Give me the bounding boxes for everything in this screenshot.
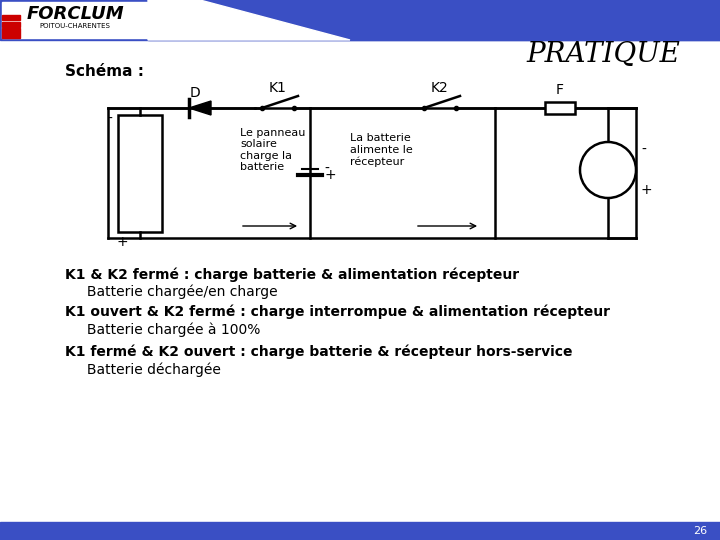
Text: K2: K2 xyxy=(431,81,449,95)
Bar xyxy=(2,2,147,38)
Polygon shape xyxy=(148,0,350,40)
Text: 26: 26 xyxy=(693,526,707,536)
Text: Batterie déchargée: Batterie déchargée xyxy=(65,363,221,377)
Text: K1 & K2 fermé : charge batterie & alimentation récepteur: K1 & K2 fermé : charge batterie & alimen… xyxy=(65,268,519,282)
Text: +: + xyxy=(641,183,652,197)
Bar xyxy=(545,102,575,114)
Circle shape xyxy=(580,142,636,198)
Bar xyxy=(0,0,720,40)
Text: -: - xyxy=(324,162,329,176)
Text: Batterie chargée/en charge: Batterie chargée/en charge xyxy=(65,285,278,299)
Bar xyxy=(2,22,20,27)
Text: PRATIQUE: PRATIQUE xyxy=(526,42,680,69)
Text: K1: K1 xyxy=(269,81,287,95)
Text: F: F xyxy=(556,83,564,97)
Bar xyxy=(0,522,720,540)
Text: FORCLUM: FORCLUM xyxy=(26,5,124,23)
Bar xyxy=(2,15,20,20)
Bar xyxy=(2,28,20,38)
Text: K1 ouvert & K2 fermé : charge interrompue & alimentation récepteur: K1 ouvert & K2 fermé : charge interrompu… xyxy=(65,305,610,319)
Text: La batterie
alimente le
récepteur: La batterie alimente le récepteur xyxy=(350,133,413,167)
Text: +: + xyxy=(116,235,128,249)
Text: Le panneau
solaire
charge la
batterie: Le panneau solaire charge la batterie xyxy=(240,127,305,172)
Text: -: - xyxy=(641,143,646,157)
Text: K1 fermé & K2 ouvert : charge batterie & récepteur hors-service: K1 fermé & K2 ouvert : charge batterie &… xyxy=(65,345,572,359)
Text: POITOU-CHARENTES: POITOU-CHARENTES xyxy=(40,23,110,29)
Text: Batterie chargée à 100%: Batterie chargée à 100% xyxy=(65,323,261,338)
Text: -: - xyxy=(107,112,112,126)
Polygon shape xyxy=(189,101,211,115)
Text: Schéma :: Schéma : xyxy=(65,64,144,79)
Text: +: + xyxy=(324,168,336,182)
Bar xyxy=(118,115,162,232)
Text: D: D xyxy=(189,86,200,100)
Polygon shape xyxy=(148,0,720,40)
